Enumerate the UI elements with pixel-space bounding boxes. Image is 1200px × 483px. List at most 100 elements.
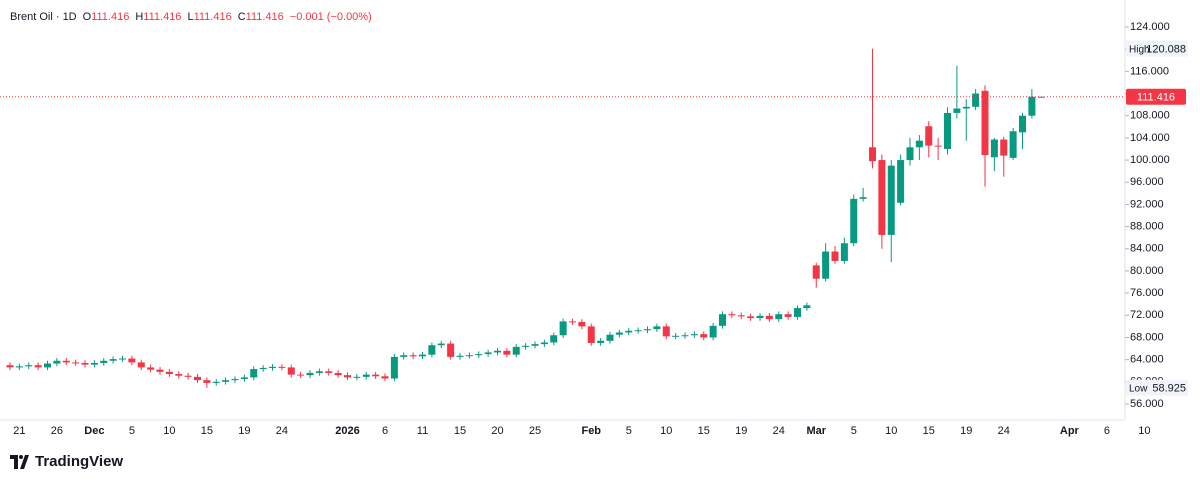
candle-body (1019, 115, 1026, 133)
candle-body (325, 371, 333, 373)
x-tick-label: 26 (51, 425, 63, 437)
y-tick-label: 92.000 (1130, 198, 1164, 210)
candle-body (297, 374, 305, 376)
low-label: Low (1129, 383, 1148, 394)
y-tick-label: 116.000 (1130, 65, 1169, 77)
ohlc-value: 111.416 (194, 11, 232, 23)
candle-body (690, 334, 698, 336)
candle-body (597, 340, 605, 344)
candle-body (344, 375, 351, 378)
y-tick-label: 80.000 (1130, 265, 1164, 277)
candle-body (794, 308, 801, 317)
y-tick-label: 124.000 (1130, 21, 1170, 33)
candle-body (606, 334, 614, 341)
candle-body (569, 321, 576, 323)
candle-body (972, 93, 980, 107)
candle-body (831, 251, 839, 261)
candle-body (315, 371, 323, 373)
high-value: 120.088 (1146, 44, 1186, 56)
candle-body (587, 326, 595, 344)
candle-body (503, 350, 511, 355)
candle-body (803, 305, 811, 309)
candle-body (175, 374, 183, 376)
candle-body (944, 112, 951, 149)
candle-body (250, 369, 258, 378)
candle-body (728, 314, 736, 316)
y-tick-label: 100.000 (1130, 154, 1170, 166)
y-tick-label: 76.000 (1130, 287, 1164, 299)
candle-body (550, 335, 558, 343)
logo: TradingView (10, 453, 123, 470)
x-tick-label: 24 (998, 425, 1010, 437)
candle-body (165, 371, 173, 375)
candle-body (437, 343, 445, 346)
ohlc-key: O (83, 11, 92, 23)
x-tick-label: 19 (735, 425, 747, 437)
candle-body (934, 145, 942, 147)
candle-body (653, 326, 661, 330)
y-tick-label: 88.000 (1130, 220, 1164, 232)
candle-body (906, 147, 914, 161)
candle-body (212, 381, 220, 383)
candle-body (62, 360, 70, 363)
candle-body (334, 372, 342, 376)
last-price-label: 111.416 (1137, 92, 1175, 104)
candle-body (765, 315, 773, 320)
x-tick-label: 6 (1104, 425, 1110, 437)
candle-body (812, 265, 820, 279)
candle-body (775, 314, 783, 320)
ohlc-key: C (238, 11, 246, 23)
x-tick-label: Feb (581, 425, 601, 437)
x-tick-label: 19 (960, 425, 972, 437)
ohlc-key: H (135, 11, 143, 23)
change: −0.001 (−0.00%) (290, 11, 372, 23)
candle-body (390, 356, 398, 379)
candle-body (156, 369, 164, 372)
candle-body (278, 366, 286, 368)
candle-body (53, 360, 61, 364)
candle-body (484, 352, 492, 355)
ohlc-value: 111.416 (91, 11, 129, 23)
candle-body (915, 140, 923, 148)
x-tick-label: 10 (660, 425, 672, 437)
candle-body (700, 334, 708, 338)
candle-body (662, 326, 670, 337)
candle-body (634, 330, 642, 332)
candle-body (615, 332, 623, 335)
candle-body (100, 360, 108, 363)
candle-body (137, 362, 145, 368)
candle-body (681, 335, 689, 337)
candle-body (1000, 139, 1008, 156)
low-value: 58.925 (1152, 383, 1186, 395)
x-tick-label: 19 (238, 425, 250, 437)
candle-body (756, 315, 764, 319)
candle-body (578, 321, 586, 327)
candle-body (194, 376, 201, 381)
candle-body (1028, 96, 1036, 116)
candle-body (494, 350, 501, 353)
candle-body (709, 325, 717, 338)
candle-body (559, 321, 567, 336)
y-tick-label: 72.000 (1130, 309, 1164, 321)
x-tick-label: 10 (1138, 425, 1150, 437)
candle-body (90, 362, 98, 365)
y-tick-label: 64.000 (1130, 354, 1164, 366)
y-tick-label: 104.000 (1130, 132, 1170, 144)
candle-body (381, 376, 389, 379)
candle-body (147, 367, 155, 370)
candle-body (981, 90, 989, 156)
x-tick-label: 24 (773, 425, 785, 437)
x-tick-label: 10 (885, 425, 897, 437)
x-tick-label: 10 (163, 425, 175, 437)
candle-body (897, 160, 905, 203)
candle-body (428, 345, 436, 355)
candle-body (184, 375, 192, 377)
x-tick-label: 15 (698, 425, 710, 437)
candle-body (353, 376, 361, 378)
candle-body (522, 345, 530, 347)
high-box (1126, 40, 1188, 57)
symbol: Brent Oil · 1D (10, 11, 77, 23)
high-label: High (1129, 44, 1150, 55)
candle-body (34, 365, 42, 368)
